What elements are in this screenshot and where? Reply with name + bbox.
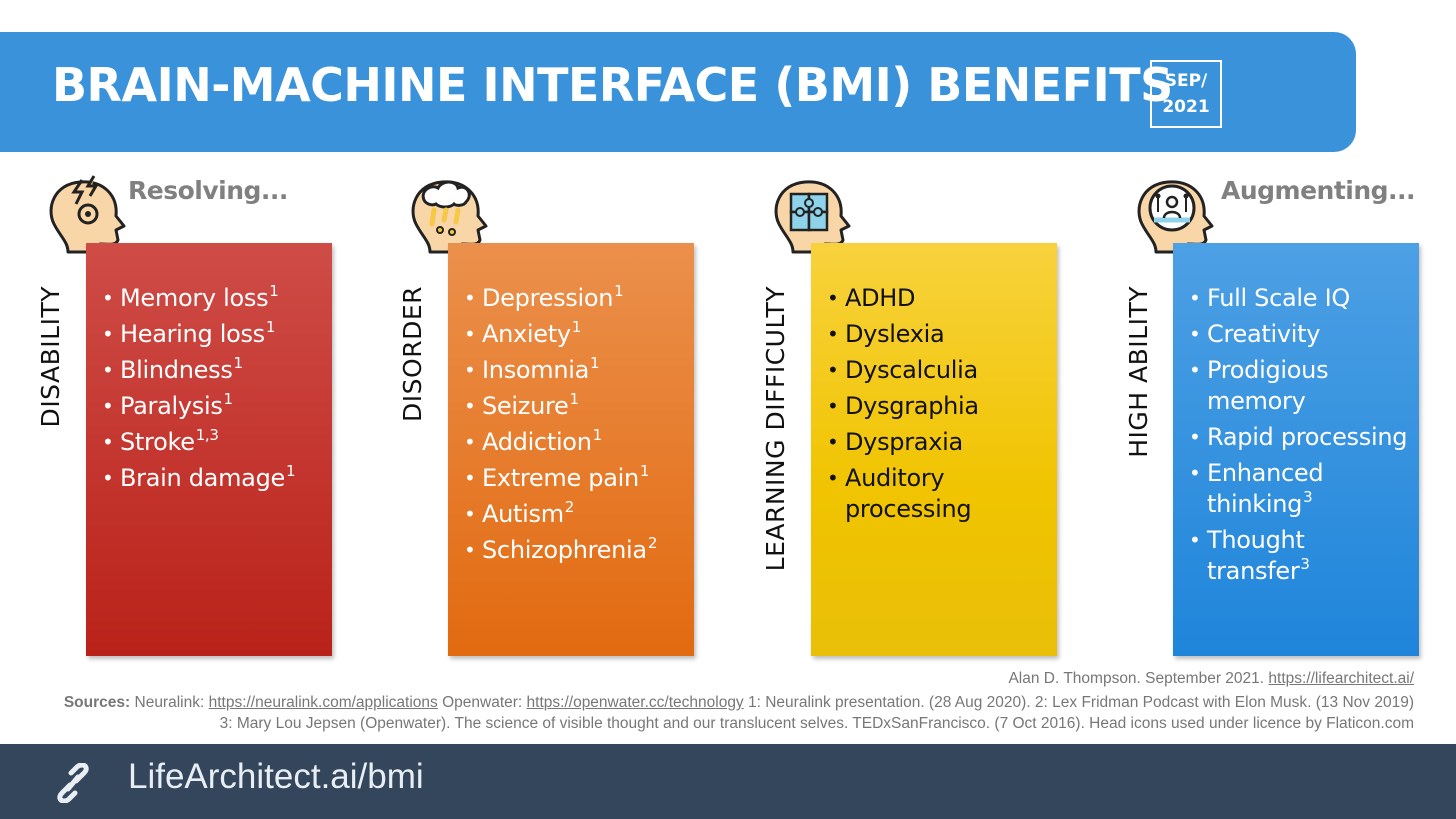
card-high-ability: Full Scale IQ Creativity Prodigious memo… bbox=[1173, 243, 1419, 656]
list-item: Autism2 bbox=[462, 499, 684, 530]
sources-label: Sources: bbox=[63, 694, 131, 711]
list-item: Anxiety1 bbox=[462, 319, 684, 350]
caption-augmenting: Augmenting... bbox=[1221, 176, 1416, 205]
openwater-link[interactable]: https://openwater.cc/technology bbox=[526, 694, 744, 711]
list-item: Enhanced thinking3 bbox=[1187, 458, 1409, 520]
disorder-list: Depression1 Anxiety1 Insomnia1 Seizure1 … bbox=[448, 243, 694, 566]
card-disorder: Depression1 Anxiety1 Insomnia1 Seizure1 … bbox=[448, 243, 694, 656]
card-learning-difficulty: ADHD Dyslexia Dyscalculia Dysgraphia Dys… bbox=[811, 243, 1057, 656]
author-credit: Alan D. Thompson. September 2021. https:… bbox=[1008, 670, 1414, 688]
list-item: Blindness1 bbox=[100, 355, 322, 386]
head-puzzle-icon bbox=[774, 180, 851, 254]
list-item: Thought transfer3 bbox=[1187, 525, 1409, 587]
list-item: Extreme pain1 bbox=[462, 463, 684, 494]
list-item: Memory loss1 bbox=[100, 283, 322, 314]
list-item: Dysgraphia bbox=[825, 391, 1047, 422]
footer-bar: LifeArchitect.ai/bmi bbox=[0, 744, 1456, 819]
column-label-high-ability: HIGH ABILITY bbox=[1124, 286, 1153, 458]
list-item: Dyscalculia bbox=[825, 355, 1047, 386]
head-storm-icon bbox=[411, 180, 488, 254]
disability-list: Memory loss1 Hearing loss1 Blindness1 Pa… bbox=[86, 243, 332, 494]
credit-text: Alan D. Thompson. September 2021. bbox=[1008, 670, 1265, 687]
list-item: Addiction1 bbox=[462, 427, 684, 458]
column-label-learning-difficulty: LEARNING DIFFICULTY bbox=[761, 286, 790, 572]
credit-link[interactable]: https://lifearchitect.ai/ bbox=[1268, 670, 1414, 687]
list-item: Depression1 bbox=[462, 283, 684, 314]
date-badge: SEP/ 2021 bbox=[1150, 60, 1222, 128]
list-item: Full Scale IQ bbox=[1187, 283, 1409, 314]
column-label-disability: DISABILITY bbox=[36, 286, 65, 428]
link-icon[interactable] bbox=[52, 763, 94, 803]
list-item: Dyslexia bbox=[825, 319, 1047, 350]
date-badge-year: 2021 bbox=[1162, 97, 1210, 117]
sources: Sources: Neuralink: https://neuralink.co… bbox=[64, 692, 1414, 734]
list-item: Rapid processing bbox=[1187, 422, 1409, 453]
page-title: BRAIN-MACHINE INTERFACE (BMI) BENEFITS bbox=[52, 58, 1173, 112]
column-label-disorder: DISORDER bbox=[398, 286, 427, 422]
list-item: ADHD bbox=[825, 283, 1047, 314]
list-item: Stroke1,3 bbox=[100, 427, 322, 458]
list-item: Dyspraxia bbox=[825, 427, 1047, 458]
head-circuit-icon bbox=[1137, 180, 1214, 254]
header-banner: BRAIN-MACHINE INTERFACE (BMI) BENEFITS S… bbox=[0, 32, 1356, 152]
high-ability-list: Full Scale IQ Creativity Prodigious memo… bbox=[1173, 243, 1419, 587]
list-item: Insomnia1 bbox=[462, 355, 684, 386]
card-disability: Memory loss1 Hearing loss1 Blindness1 Pa… bbox=[86, 243, 332, 656]
caption-resolving: Resolving... bbox=[128, 176, 288, 205]
sources-line-1: Sources: Neuralink: https://neuralink.co… bbox=[63, 694, 1414, 711]
list-item: Creativity bbox=[1187, 319, 1409, 350]
list-item: Hearing loss1 bbox=[100, 319, 322, 350]
list-item: Schizophrenia2 bbox=[462, 535, 684, 566]
learning-difficulty-list: ADHD Dyslexia Dyscalculia Dysgraphia Dys… bbox=[811, 243, 1057, 525]
list-item: Prodigious memory bbox=[1187, 355, 1409, 417]
list-item: Auditory processing bbox=[825, 463, 1047, 525]
date-badge-month: SEP/ bbox=[1164, 71, 1208, 91]
sources-line-2: 3: Mary Lou Jepsen (Openwater). The scie… bbox=[219, 715, 1414, 732]
neuralink-link[interactable]: https://neuralink.com/applications bbox=[208, 694, 438, 711]
list-item: Brain damage1 bbox=[100, 463, 322, 494]
list-item: Seizure1 bbox=[462, 391, 684, 422]
footer-site-link[interactable]: LifeArchitect.ai/bmi bbox=[128, 757, 424, 796]
list-item: Paralysis1 bbox=[100, 391, 322, 422]
